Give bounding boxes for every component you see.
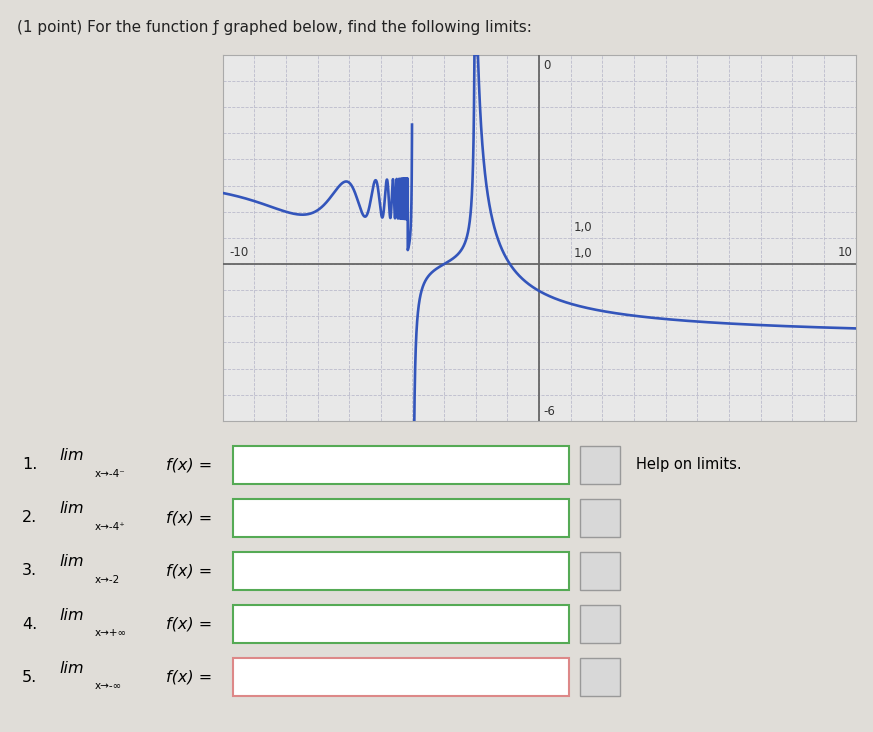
Text: Σ: Σ: [595, 510, 605, 526]
Text: -3: -3: [244, 616, 258, 632]
Text: x→-4⁻: x→-4⁻: [94, 468, 125, 479]
Text: 2.: 2.: [22, 510, 37, 526]
FancyBboxPatch shape: [580, 552, 620, 590]
Text: 3.: 3.: [22, 564, 37, 578]
Text: Σ: Σ: [595, 670, 605, 685]
Text: x→-∞: x→-∞: [94, 681, 121, 692]
Text: 5.: 5.: [22, 670, 37, 685]
Text: lim: lim: [59, 608, 84, 622]
Text: -infinity: -infinity: [244, 510, 299, 526]
Text: f(x) =: f(x) =: [166, 564, 212, 578]
Text: f(x) =: f(x) =: [166, 616, 212, 632]
Text: Σ: Σ: [595, 458, 605, 472]
Text: x→+∞: x→+∞: [94, 628, 127, 638]
FancyBboxPatch shape: [233, 446, 569, 484]
Text: x→-4⁺: x→-4⁺: [94, 522, 125, 532]
Text: f(x) =: f(x) =: [166, 458, 212, 472]
Text: (1 point) For the function ƒ graphed below, find the following limits:: (1 point) For the function ƒ graphed bel…: [17, 20, 533, 35]
Text: x→-2: x→-2: [94, 575, 120, 585]
Text: 1,0: 1,0: [574, 247, 593, 260]
Text: lim: lim: [59, 448, 84, 463]
FancyBboxPatch shape: [233, 552, 569, 590]
Text: Σ: Σ: [595, 564, 605, 578]
FancyBboxPatch shape: [233, 658, 569, 696]
FancyBboxPatch shape: [580, 605, 620, 643]
FancyBboxPatch shape: [580, 498, 620, 537]
Text: 1.: 1.: [22, 458, 38, 472]
Text: infinity: infinity: [244, 564, 294, 578]
FancyBboxPatch shape: [580, 446, 620, 484]
FancyBboxPatch shape: [580, 658, 620, 696]
Text: 0: 0: [543, 59, 550, 72]
FancyBboxPatch shape: [233, 605, 569, 643]
Text: lim: lim: [59, 661, 84, 676]
Text: f(x) =: f(x) =: [166, 670, 212, 685]
Text: lim: lim: [59, 554, 84, 569]
Text: infinity: infinity: [244, 458, 294, 472]
Text: Help on limits.: Help on limits.: [636, 458, 742, 472]
Text: f(x) =: f(x) =: [166, 510, 212, 526]
Text: 4.: 4.: [22, 616, 37, 632]
Text: lim: lim: [59, 501, 84, 516]
FancyBboxPatch shape: [233, 498, 569, 537]
Text: -6: -6: [544, 405, 556, 418]
Text: -10: -10: [229, 247, 248, 259]
Text: 10: 10: [837, 247, 852, 259]
Text: 1,0: 1,0: [574, 221, 593, 234]
Text: Σ: Σ: [595, 616, 605, 632]
